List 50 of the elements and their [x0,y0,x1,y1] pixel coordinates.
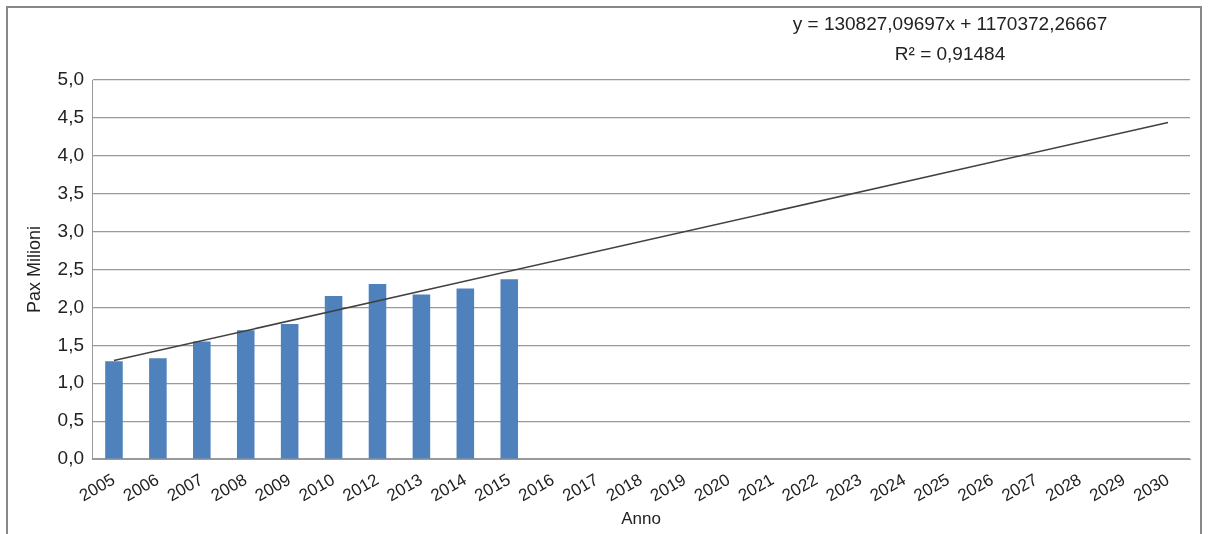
x-tick-label: 2005 [76,469,119,506]
y-tick-label: 5,0 [57,68,85,90]
x-tick-label: 2028 [1042,469,1085,506]
y-tick-label: 3,5 [57,181,85,203]
x-tick-label: 2009 [251,469,294,506]
y-tick-label: 3,0 [57,219,85,241]
x-tick-label: 2014 [427,469,470,506]
x-tick-label: 2027 [998,469,1041,506]
x-tick-label: 2025 [910,469,953,506]
bar [193,341,211,459]
y-tick-label: 4,5 [57,106,85,128]
y-tick-label: 2,0 [57,295,85,317]
x-tick-label: 2006 [120,469,163,506]
x-tick-label: 2018 [603,469,646,506]
bar [456,288,475,459]
x-tick-label: 2010 [295,469,338,506]
x-tick-label: 2017 [559,469,602,506]
x-tick-label: 2029 [1086,469,1129,506]
x-tick-label: 2015 [471,469,514,506]
bar [280,324,299,459]
bar [500,279,519,459]
x-tick-label: 2026 [954,469,997,506]
x-tick-label: 2030 [1130,469,1173,506]
text: R² = 0,91484 [894,43,1006,65]
y-axis-title: Pax Milioni [23,226,44,314]
text: y = 130827,09697x + 1170372,26667 [792,13,1108,35]
x-tick-label: 2021 [734,469,778,506]
bar [412,294,431,459]
x-axis-title: Anno [621,509,661,529]
bar [105,361,123,459]
x-tick-label: 2022 [778,469,822,506]
y-tick-label: 0,5 [57,409,85,431]
y-tick-label: 1,5 [57,333,85,355]
y-tick-label: 1,0 [57,371,85,393]
x-tick-label: 2012 [339,469,382,506]
bar [368,283,387,459]
x-tick-label: 2023 [822,469,865,506]
x-tick-label: 2024 [866,469,909,506]
x-tick-label: 2016 [515,469,558,506]
bar [236,330,255,459]
x-tick-label: 2013 [383,469,426,506]
x-tick-label: 2019 [647,469,690,506]
y-tick-label: 0,0 [57,447,85,469]
x-tick-label: 2008 [207,469,251,506]
x-tick-label: 2020 [690,469,734,506]
y-tick-label: 4,0 [57,144,85,166]
bar [149,358,167,459]
bar [324,296,343,459]
y-tick-label: 2,5 [57,257,85,279]
x-tick-label: 2007 [163,469,207,506]
